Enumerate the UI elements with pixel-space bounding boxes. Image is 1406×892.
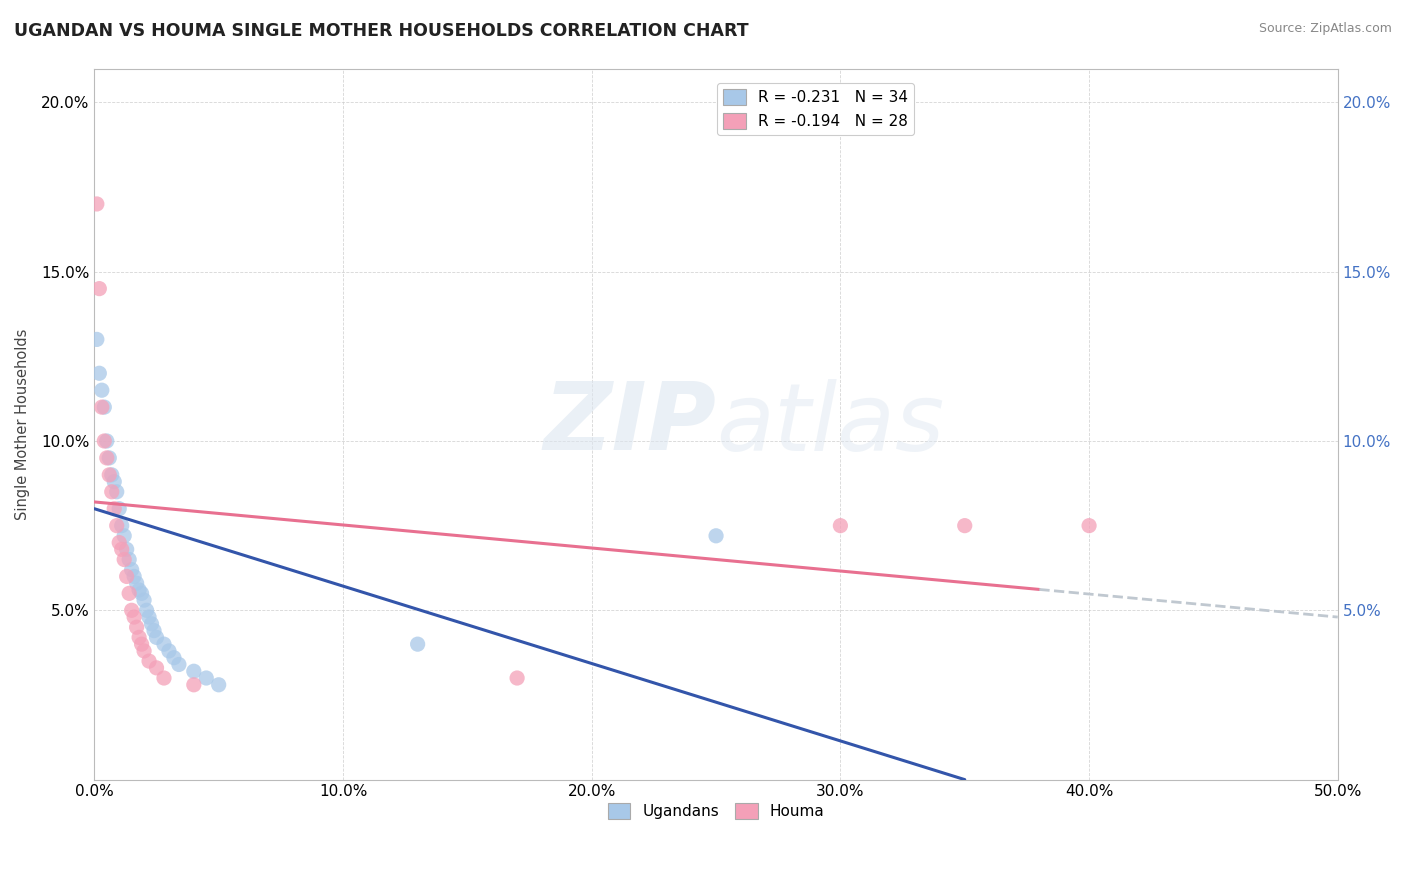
Point (108, 501, 131, 516)
Point (111, 518, 134, 533)
Point (195, 671, 218, 685)
Point (103, 475, 125, 489)
Point (138, 654, 160, 668)
Point (89, 366, 111, 380)
Point (132, 644, 155, 658)
Point (183, 665, 205, 679)
Point (208, 678, 231, 692)
Point (506, 671, 529, 685)
Point (112, 529, 135, 543)
Point (138, 610, 160, 624)
Point (121, 563, 143, 577)
Point (135, 603, 157, 617)
Point (118, 552, 141, 566)
Point (125, 576, 148, 591)
Point (105, 484, 128, 499)
Point (90, 383, 112, 397)
Point (90, 400, 112, 414)
Point (111, 542, 134, 557)
Point (157, 644, 180, 658)
Point (96, 450, 118, 465)
Point (100, 467, 122, 482)
Point (1078, 518, 1101, 533)
Point (167, 657, 190, 672)
Point (145, 661, 167, 675)
Point (830, 518, 852, 533)
Point (86, 333, 108, 347)
Point (98, 467, 121, 482)
Point (89, 282, 111, 296)
Point (86, 197, 108, 211)
Point (143, 624, 166, 638)
Point (125, 620, 148, 634)
Point (406, 637, 429, 651)
Point (93, 434, 115, 448)
Point (131, 637, 153, 651)
Point (183, 678, 205, 692)
Point (108, 535, 131, 549)
Point (118, 586, 141, 600)
Point (122, 610, 145, 624)
Point (112, 552, 135, 566)
Point (103, 501, 125, 516)
Point (953, 518, 976, 533)
Point (100, 484, 122, 499)
Point (131, 586, 153, 600)
Text: atlas: atlas (716, 378, 945, 469)
Legend: Ugandans, Houma: Ugandans, Houma (602, 797, 831, 825)
Point (153, 671, 176, 685)
Point (141, 616, 163, 631)
Point (122, 569, 145, 583)
Text: Source: ZipAtlas.com: Source: ZipAtlas.com (1258, 22, 1392, 36)
Point (121, 603, 143, 617)
Point (128, 631, 150, 645)
Point (145, 631, 167, 645)
Point (704, 529, 727, 543)
Point (132, 593, 155, 607)
Text: ZIP: ZIP (543, 378, 716, 470)
Point (98, 450, 121, 465)
Point (115, 569, 138, 583)
Point (115, 542, 138, 557)
Point (163, 650, 186, 665)
Point (93, 400, 115, 414)
Point (105, 518, 128, 533)
Point (153, 637, 176, 651)
Y-axis label: Single Mother Households: Single Mother Households (15, 328, 30, 520)
Text: UGANDAN VS HOUMA SINGLE MOTHER HOUSEHOLDS CORRELATION CHART: UGANDAN VS HOUMA SINGLE MOTHER HOUSEHOLD… (14, 22, 748, 40)
Point (96, 434, 118, 448)
Point (128, 582, 150, 597)
